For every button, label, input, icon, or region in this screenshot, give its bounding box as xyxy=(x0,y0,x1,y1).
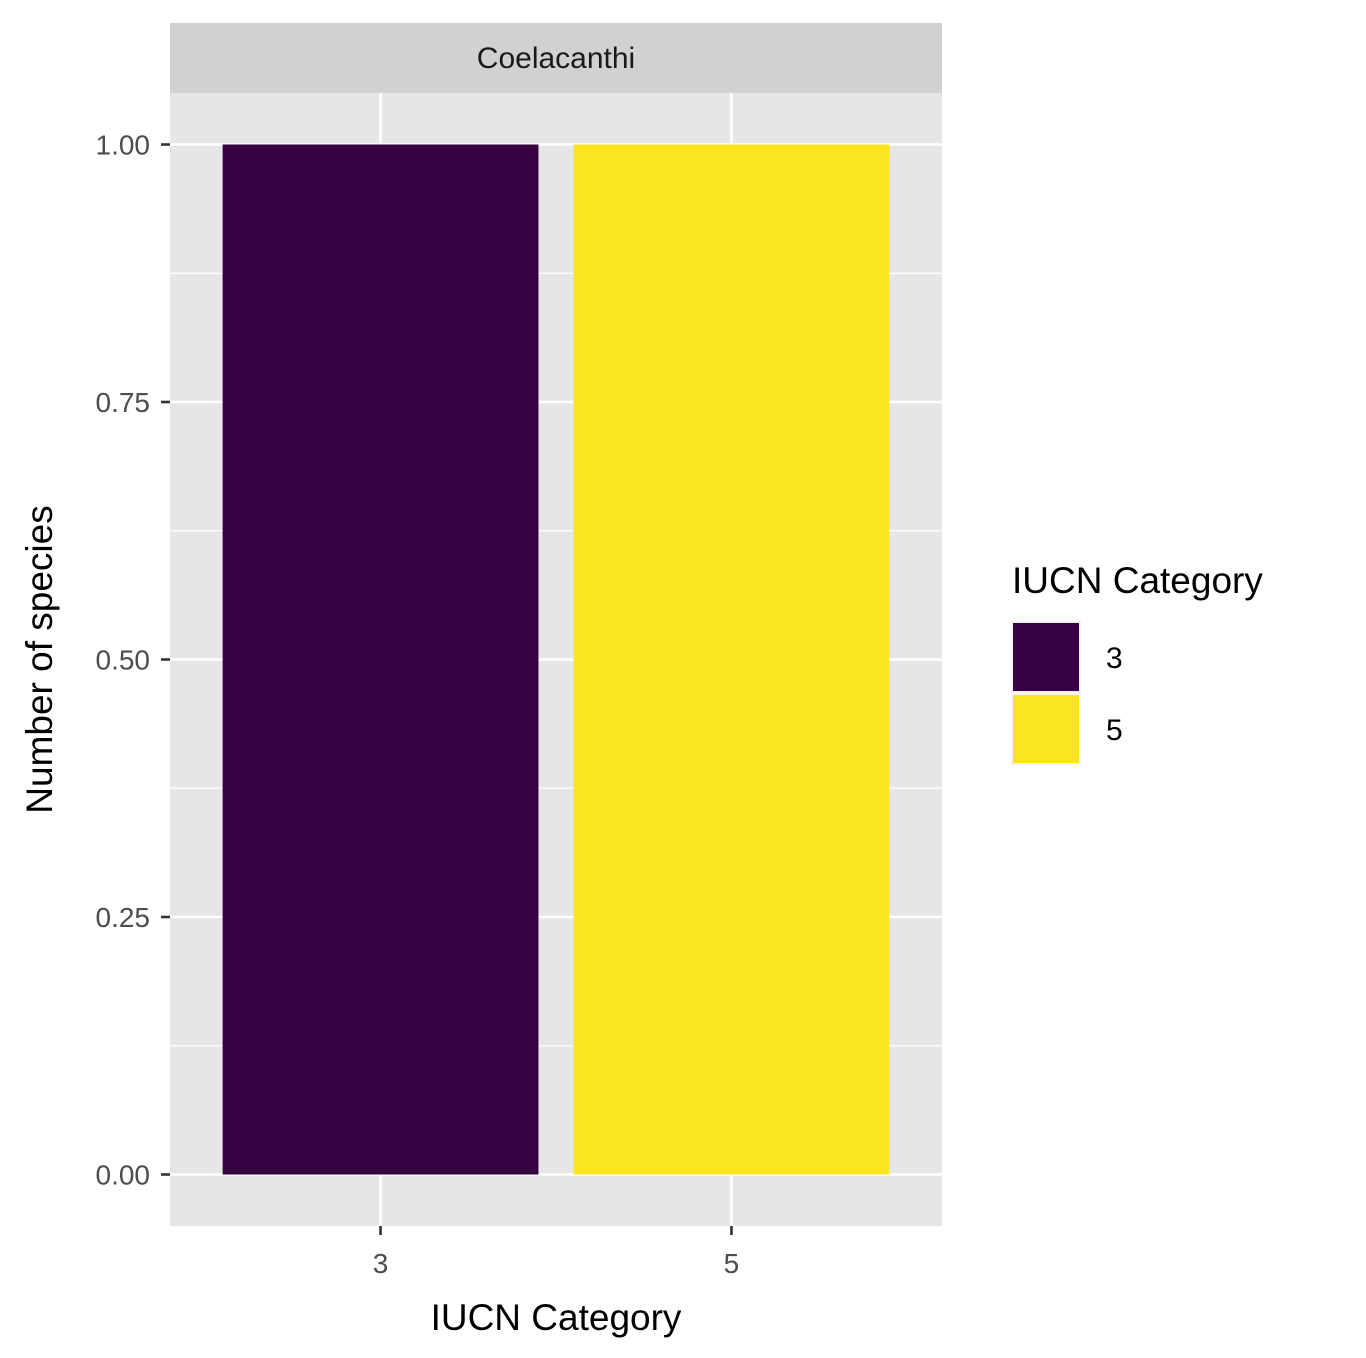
x-tick-label: 3 xyxy=(373,1248,389,1279)
facet-strip-label: Coelacanthi xyxy=(477,42,635,75)
y-tick-label: 1.00 xyxy=(96,130,151,161)
y-tick-label: 0.00 xyxy=(96,1160,151,1191)
legend: IUCN Category 3 5 xyxy=(1011,560,1263,765)
y-tick-label: 0.25 xyxy=(96,902,151,933)
legend-key-3 xyxy=(1011,621,1081,693)
x-tick-label: 5 xyxy=(724,1248,740,1279)
y-axis: 0.00 0.25 0.50 0.75 1.00 xyxy=(96,130,170,1191)
legend-label: 5 xyxy=(1106,714,1123,747)
bar-3 xyxy=(222,144,539,1175)
plot-panel xyxy=(170,93,942,1226)
bar-5 xyxy=(573,144,890,1175)
y-tick-label: 0.75 xyxy=(96,387,151,418)
y-tick-label: 0.50 xyxy=(96,645,151,676)
facet-strip: Coelacanthi xyxy=(170,23,942,93)
x-axis-title: IUCN Category xyxy=(431,1297,682,1338)
facet-strip-background xyxy=(170,23,942,93)
legend-key-5 xyxy=(1011,693,1081,765)
legend-title: IUCN Category xyxy=(1012,560,1263,601)
legend-label: 3 xyxy=(1106,642,1123,675)
y-axis-title: Number of species xyxy=(19,505,60,813)
